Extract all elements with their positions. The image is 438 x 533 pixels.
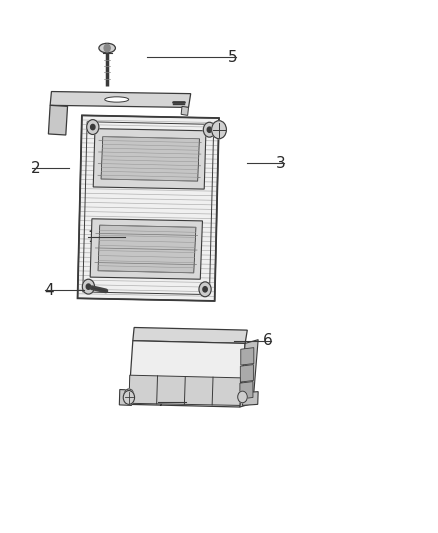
Polygon shape (98, 225, 196, 273)
Polygon shape (93, 128, 206, 189)
Polygon shape (129, 375, 241, 406)
Ellipse shape (105, 97, 129, 102)
Polygon shape (78, 115, 219, 301)
Circle shape (203, 122, 215, 137)
Circle shape (123, 391, 134, 405)
Text: 4: 4 (44, 283, 53, 298)
Polygon shape (181, 107, 188, 115)
Polygon shape (243, 392, 258, 406)
Circle shape (82, 279, 95, 294)
Circle shape (91, 124, 95, 130)
Circle shape (87, 119, 99, 134)
Polygon shape (128, 341, 245, 407)
Polygon shape (119, 390, 132, 406)
Polygon shape (240, 382, 253, 399)
Text: 7: 7 (157, 394, 167, 409)
Circle shape (207, 127, 212, 132)
Circle shape (124, 389, 134, 401)
Polygon shape (240, 365, 253, 382)
Polygon shape (241, 348, 254, 365)
Circle shape (86, 284, 91, 289)
Text: 1: 1 (88, 230, 97, 245)
Ellipse shape (99, 43, 116, 53)
Polygon shape (133, 327, 247, 343)
Text: 2: 2 (31, 161, 41, 176)
Polygon shape (48, 106, 67, 135)
Polygon shape (240, 340, 258, 407)
Text: 6: 6 (262, 333, 272, 348)
Polygon shape (50, 92, 191, 108)
Circle shape (203, 287, 207, 292)
Circle shape (238, 391, 247, 403)
Circle shape (104, 44, 110, 52)
Text: 3: 3 (276, 156, 285, 171)
Circle shape (199, 282, 211, 297)
Circle shape (212, 120, 226, 139)
Polygon shape (90, 219, 202, 279)
Text: 5: 5 (228, 50, 237, 64)
Polygon shape (101, 136, 199, 181)
